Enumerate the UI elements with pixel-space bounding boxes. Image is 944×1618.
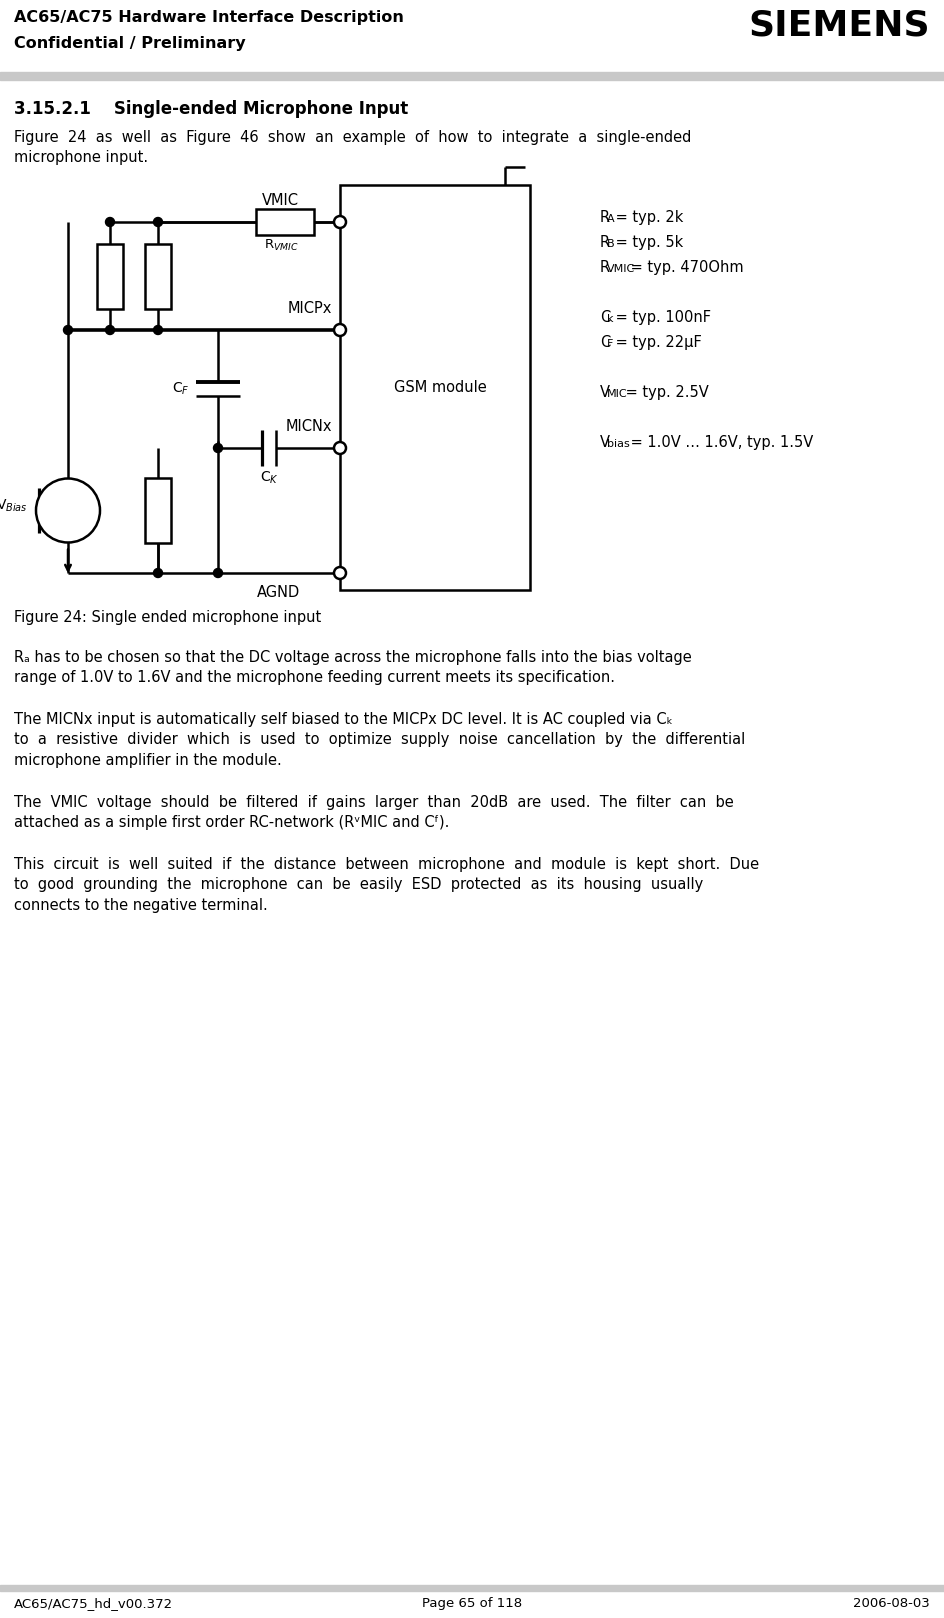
Circle shape [154,217,162,227]
Text: B: B [606,239,615,249]
Text: k: k [606,314,613,324]
Circle shape [36,479,100,542]
Text: V: V [600,435,610,450]
Text: 3.15.2.1    Single-ended Microphone Input: 3.15.2.1 Single-ended Microphone Input [14,100,408,118]
Text: C$_F$: C$_F$ [173,380,190,396]
Circle shape [106,217,114,227]
Text: = typ. 22µF: = typ. 22µF [612,335,702,349]
Circle shape [63,325,73,335]
Text: = typ. 470Ohm: = typ. 470Ohm [627,260,744,275]
Bar [0,1586,944,1590]
Text: AGND: AGND [258,586,300,600]
Text: C: C [600,335,610,349]
Circle shape [334,566,346,579]
Text: R: R [600,210,610,225]
Text: C$_K$: C$_K$ [260,469,278,487]
Text: MICNx: MICNx [285,419,332,434]
Text: VMIC: VMIC [606,264,634,273]
Bar [0,0,944,74]
Text: The MICNx input is automatically self biased to the MICPx DC level. It is AC cou: The MICNx input is automatically self bi… [14,712,745,769]
Text: = typ. 2.5V: = typ. 2.5V [621,385,709,400]
Text: R: R [600,260,610,275]
Bar [0,71,944,79]
Text: R$_A$: R$_A$ [101,270,119,286]
Text: The  VMIC  voltage  should  be  filtered  if  gains  larger  than  20dB  are  us: The VMIC voltage should be filtered if g… [14,794,733,830]
Text: Figure 24: Single ended microphone input: Figure 24: Single ended microphone input [14,610,321,625]
Text: AC65/AC75_hd_v00.372: AC65/AC75_hd_v00.372 [14,1597,173,1610]
Text: Rₐ has to be chosen so that the DC voltage across the microphone falls into the : Rₐ has to be chosen so that the DC volta… [14,650,692,686]
Text: = typ. 100nF: = typ. 100nF [612,311,712,325]
Circle shape [213,443,223,453]
Text: R: R [600,235,610,251]
Bar [145,243,171,309]
Bar [256,209,314,235]
Text: Figure  24  as  well  as  Figure  46  show  an  example  of  how  to  integrate : Figure 24 as well as Figure 46 show an e… [14,129,691,146]
Text: = typ. 5k: = typ. 5k [612,235,683,251]
Text: Confidential / Preliminary: Confidential / Preliminary [14,36,245,52]
Circle shape [106,325,114,335]
Text: = 1.0V … 1.6V, typ. 1.5V: = 1.0V … 1.6V, typ. 1.5V [627,435,814,450]
Text: Page 65 of 118: Page 65 of 118 [422,1597,522,1610]
Text: A: A [606,214,615,223]
Text: GSM module: GSM module [394,380,486,395]
Bar [145,477,171,544]
Circle shape [334,324,346,337]
Circle shape [213,568,223,578]
Text: V: V [600,385,610,400]
Text: bias: bias [606,438,630,450]
Text: = typ. 2k: = typ. 2k [612,210,683,225]
Text: F: F [606,340,613,349]
Circle shape [334,442,346,455]
Circle shape [154,325,162,335]
Circle shape [334,215,346,228]
Text: microphone input.: microphone input. [14,150,148,165]
Circle shape [154,568,162,578]
Bar [97,243,123,309]
Text: MIC: MIC [606,388,627,400]
Text: R$_A$: R$_A$ [149,270,167,286]
Text: MICPx: MICPx [288,301,332,316]
Text: V$_{Bias}$: V$_{Bias}$ [0,497,28,513]
Text: VMIC: VMIC [261,193,298,209]
Bar [340,184,530,591]
Text: AC65/AC75 Hardware Interface Description: AC65/AC75 Hardware Interface Description [14,10,404,24]
Text: This  circuit  is  well  suited  if  the  distance  between  microphone  and  mo: This circuit is well suited if the dista… [14,858,759,913]
Text: R$_B$: R$_B$ [149,505,167,521]
Text: SIEMENS: SIEMENS [749,8,930,42]
Text: R$_{VMIC}$: R$_{VMIC}$ [263,238,298,252]
Text: C: C [600,311,610,325]
Text: 2006-08-03: 2006-08-03 [853,1597,930,1610]
